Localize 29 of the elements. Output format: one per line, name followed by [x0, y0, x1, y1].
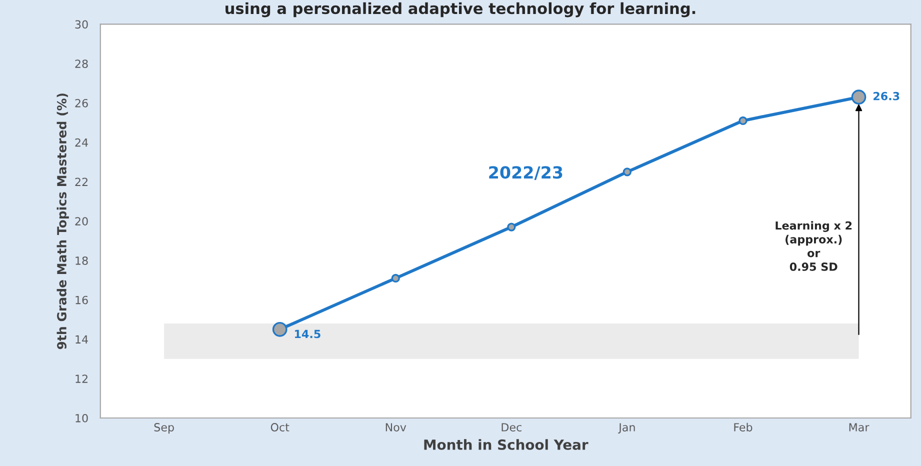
y-tick-label: 10: [76, 414, 88, 422]
point: [391, 274, 400, 283]
y-tick-label: 18: [76, 256, 88, 265]
y-tick-label: 12: [76, 374, 88, 383]
y-axis-title: 9th Grade Math Topics Mastered (%): [56, 94, 69, 350]
point: [507, 222, 516, 232]
data-label: 26.3: [874, 92, 900, 100]
y-tick-label: 28: [75, 60, 88, 68]
x-axis-title: Month in School Year: [424, 439, 588, 450]
y-tick-label: 16: [76, 296, 88, 304]
x-tick-label: Nov: [386, 423, 406, 432]
y-tick-label: 26: [75, 98, 88, 108]
y-tick-label: 30: [75, 20, 88, 29]
y-tick-label: 22: [75, 178, 88, 186]
x-tick-label: Feb: [734, 422, 752, 432]
chart-title: using a personalized adaptive technology for learning.: [226, 2, 696, 18]
y-tick-label: 20: [75, 217, 88, 226]
series-label: 2022/23: [489, 166, 562, 180]
annotation: Learning x 2 (approx.) or 0.95 SD: [776, 221, 852, 271]
y-tick-label: 14: [76, 335, 88, 344]
x-tick-label: Dec: [502, 423, 522, 432]
x-tick-label: Oct: [270, 423, 290, 432]
data-label: 14.5: [294, 330, 320, 338]
x-tick-label: Sep: [154, 423, 174, 434]
point: [622, 168, 632, 176]
y-tick-label: 24: [75, 138, 88, 147]
x-tick-label: Jan: [618, 423, 635, 434]
x-tick-label: Mar: [849, 423, 870, 432]
point: [738, 116, 748, 126]
